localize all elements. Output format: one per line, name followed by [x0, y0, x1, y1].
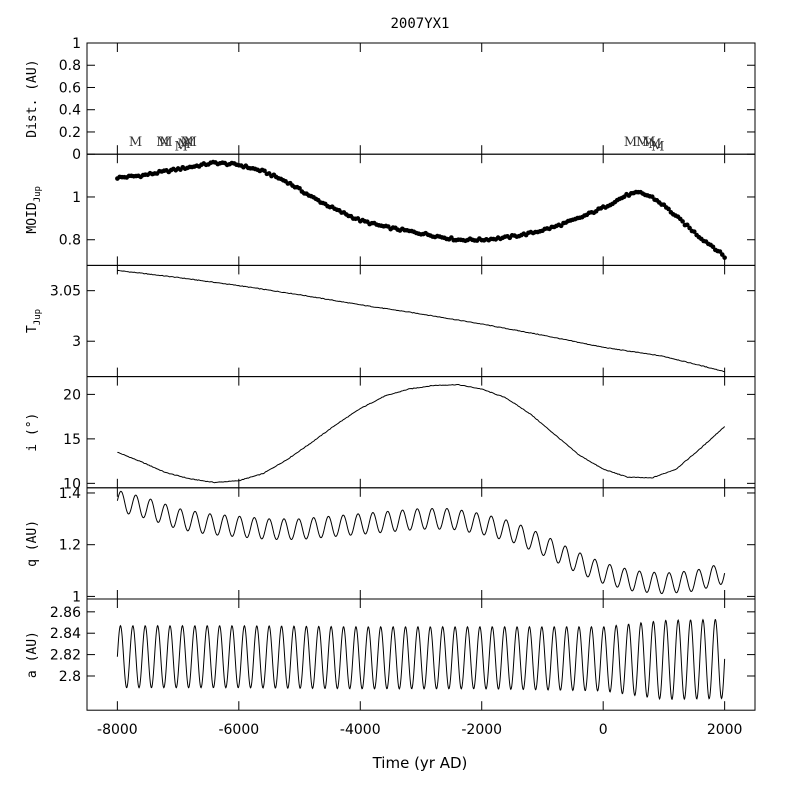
- series-line-q: [116, 490, 726, 595]
- moid-point: [680, 219, 685, 224]
- y-tick-label-tjup: 3: [72, 334, 81, 350]
- encounter-marker: M: [636, 135, 649, 150]
- y-tick-label-a: 2.86: [50, 605, 81, 621]
- x-tick-label: 0: [599, 722, 608, 738]
- y-tick-label-dist: 0.8: [59, 58, 81, 74]
- x-tick-label: -4000: [340, 722, 381, 738]
- y-tick-label-dist: 0.2: [59, 125, 81, 141]
- moid-point: [691, 229, 697, 234]
- x-tick-label: -2000: [461, 722, 502, 738]
- encounter-marker: M: [156, 135, 169, 150]
- y-tick-label-a: 2.84: [50, 626, 81, 642]
- moid-point: [722, 255, 727, 260]
- encounter-marker: M: [174, 139, 187, 154]
- y-axis-label-tjup: TJup: [25, 309, 43, 333]
- y-axis-label-q: q (AU): [25, 520, 40, 567]
- encounter-marker: M: [624, 135, 637, 150]
- y-axis-label-moid: MOIDJup: [25, 186, 43, 234]
- y-tick-label-q: 1.4: [59, 486, 81, 502]
- series-line-a: [116, 618, 726, 701]
- moid-point: [666, 206, 671, 212]
- moid-point: [262, 168, 267, 174]
- encounter-marker: M: [648, 137, 661, 152]
- panel-frame-tjup: [86, 264, 756, 378]
- y-tick-label-tjup: 3.05: [50, 284, 81, 300]
- panel-frame-moid: [86, 153, 756, 266]
- y-tick-label-dist: 1: [72, 36, 81, 52]
- encounter-marker: M: [642, 135, 655, 150]
- moid-point: [297, 185, 302, 191]
- encounter-marker: M: [159, 135, 172, 150]
- y-tick-label-a: 2.8: [59, 669, 81, 685]
- panel-incl: 10 15 20 i (°): [25, 376, 756, 492]
- encounter-marker: M: [178, 137, 191, 152]
- x-tick-label: 2000: [707, 722, 743, 738]
- x-tick-label: -8000: [97, 722, 138, 738]
- y-axis-label-a: a (AU): [25, 631, 40, 678]
- panel-a: 2.8 2.82 2.84 2.86 a (AU) -8000 -6000 -4000 -200…: [25, 598, 756, 738]
- y-axis-label-incl: i (°): [25, 413, 40, 452]
- x-axis-label: Time (yr AD): [372, 754, 468, 772]
- panel-q: 1 1.2 1.4 q (AU): [25, 486, 756, 605]
- encounter-marker: M: [651, 139, 664, 154]
- encounter-marker: M: [181, 135, 194, 150]
- series-line-incl: [117, 383, 726, 484]
- encounter-marker: M: [184, 135, 197, 150]
- chart-title: 2007YX1: [390, 16, 449, 32]
- series-line-tjup: [117, 269, 725, 373]
- y-tick-label-moid: 1: [72, 190, 81, 206]
- encounter-marker: M: [129, 135, 142, 150]
- y-tick-label-q: 1: [72, 589, 81, 605]
- y-tick-label-moid: 0.8: [59, 233, 81, 249]
- y-tick-label-incl: 10: [63, 476, 81, 492]
- y-tick-label-incl: 20: [63, 387, 81, 403]
- panel-frame-incl: [86, 376, 756, 489]
- y-tick-label-a: 2.82: [50, 648, 81, 664]
- y-axis-label-dist: Dist. (AU): [25, 59, 40, 137]
- y-tick-label-dist: 0.4: [59, 103, 81, 119]
- y-tick-label-incl: 15: [63, 432, 81, 448]
- y-tick-label-dist: 0: [72, 147, 81, 163]
- y-tick-label-dist: 0.6: [59, 80, 81, 96]
- y-tick-label-q: 1.2: [59, 538, 81, 554]
- panel-frame-q: [86, 487, 756, 600]
- panel-tjup: 3 3.05 TJup: [25, 264, 756, 378]
- x-tick-label: -6000: [218, 722, 259, 738]
- panel-moid: 0.8 1 MOIDJup: [25, 153, 756, 266]
